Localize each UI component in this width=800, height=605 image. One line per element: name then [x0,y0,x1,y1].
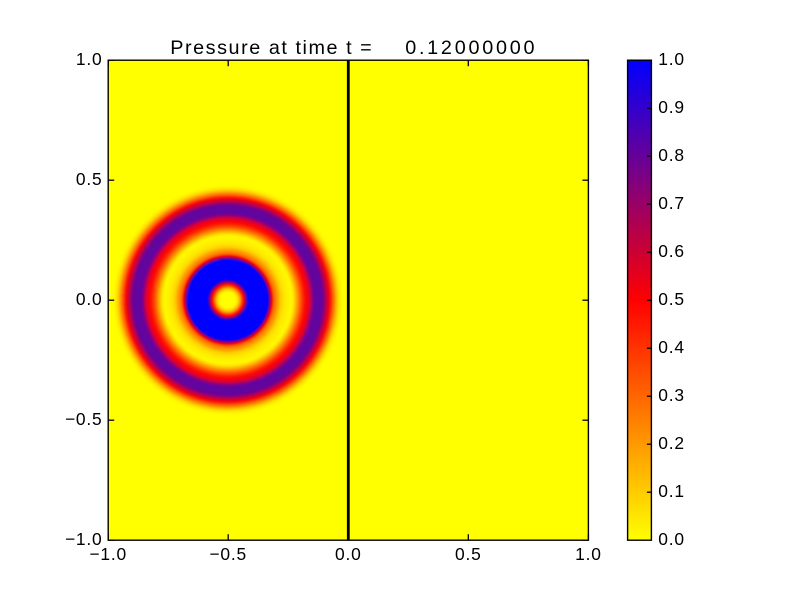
svg-text:0.2: 0.2 [658,433,685,453]
svg-text:−1.0: −1.0 [89,544,127,564]
svg-text:0.0: 0.0 [658,529,685,549]
svg-text:0.5: 0.5 [658,289,685,309]
svg-text:0.5: 0.5 [455,544,482,564]
svg-text:0.5: 0.5 [76,169,103,189]
svg-text:0.4: 0.4 [658,337,685,357]
svg-text:0.12000000: 0.12000000 [405,37,537,59]
svg-text:0.9: 0.9 [658,97,685,117]
svg-text:0.0: 0.0 [335,544,362,564]
svg-text:0.7: 0.7 [658,193,685,213]
svg-text:Pressure at time t =: Pressure at time t = [170,37,373,59]
svg-text:1.0: 1.0 [575,544,602,564]
svg-text:0.0: 0.0 [76,289,103,309]
svg-text:1.0: 1.0 [76,49,103,69]
svg-text:0.3: 0.3 [658,385,685,405]
svg-text:−0.5: −0.5 [65,409,103,429]
svg-text:1.0: 1.0 [658,49,685,69]
svg-text:0.6: 0.6 [658,241,685,261]
svg-text:−0.5: −0.5 [209,544,247,564]
svg-text:0.8: 0.8 [658,145,685,165]
svg-text:0.1: 0.1 [658,481,685,501]
svg-text:−1.0: −1.0 [65,529,103,549]
